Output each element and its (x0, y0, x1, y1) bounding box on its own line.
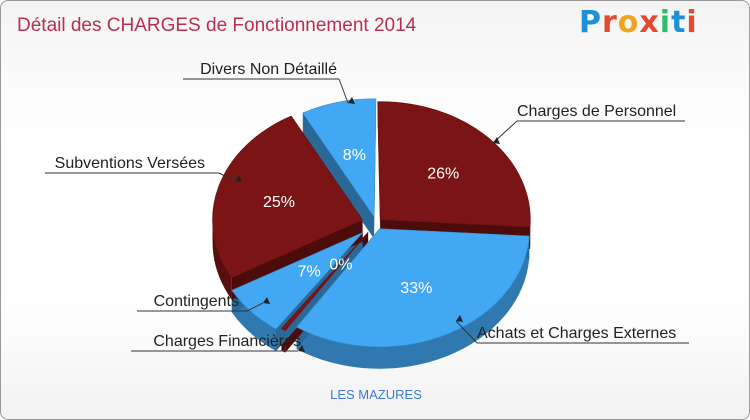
leader-line (338, 78, 349, 104)
category-label: Divers Non Détaillé (200, 61, 337, 78)
logo-letter: i (686, 5, 698, 40)
pie-category-labels: Charges de Personnel Achats et Charges Ex… (45, 61, 689, 352)
category-label: Subventions Versées (55, 155, 205, 172)
leader-arrow-icon (348, 97, 355, 104)
slice-percent-label: 25% (263, 194, 295, 211)
slice-percent-label: 26% (427, 165, 459, 182)
slice-percent-label: 8% (343, 147, 366, 164)
pie-slice-cut (302, 112, 375, 239)
leader-line (455, 320, 478, 344)
logo-letter: o (617, 5, 640, 40)
logo-letter: r (602, 5, 618, 40)
category-label: Charges Financières (153, 333, 301, 350)
chart-title: Détail des CHARGES de Fonctionnement 201… (17, 15, 417, 36)
leader-arrow-icon (493, 137, 500, 144)
logo-letter: P (579, 5, 602, 40)
pie-tops (212, 98, 531, 348)
logo-letter: x (639, 5, 660, 40)
commune-name: LES MAZURES (330, 387, 422, 402)
pie-slice-3 (231, 232, 363, 330)
category-label: Achats et Charges Externes (477, 325, 676, 342)
leader-arrow-icon (235, 175, 242, 182)
category-label: Contingents (154, 293, 239, 310)
pie-slice-1 (296, 228, 530, 348)
pie-slice-5 (302, 98, 377, 218)
slice-percent-label: 33% (400, 280, 432, 297)
logo-letter: i (659, 5, 672, 40)
logo-letter: t (671, 5, 687, 40)
pie-slice-wall (296, 236, 530, 369)
category-label: Charges de Personnel (517, 103, 676, 120)
leader-arrow-icon (263, 297, 270, 304)
slice-percent-label: 0% (329, 256, 352, 273)
pie-slice-0 (377, 101, 531, 228)
pie-slice-4 (212, 115, 364, 278)
pie-slice-2 (281, 232, 369, 331)
leader-arrow-icon (456, 315, 463, 322)
leader-line (218, 172, 236, 182)
proxiti-logo[interactable]: Proxiti (579, 5, 698, 40)
pie-percent-labels: 26% 33% 0% 7% 25% 8% (263, 147, 459, 297)
leader-arrow-icon (298, 345, 305, 352)
leader-line (246, 302, 264, 312)
pie-slice-wall (212, 219, 232, 300)
slice-percent-label: 7% (298, 264, 321, 281)
